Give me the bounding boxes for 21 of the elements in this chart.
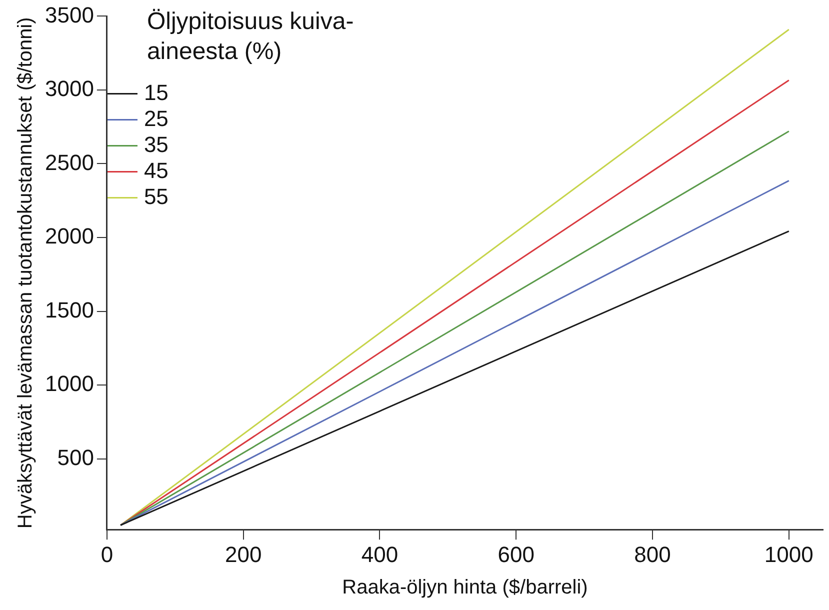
x-tick-label: 200 <box>224 542 262 567</box>
y-tick-label: 2000 <box>44 224 94 249</box>
legend-label: 25 <box>144 106 168 131</box>
x-tick-label: 0 <box>100 542 114 567</box>
x-tick-label: 600 <box>498 542 534 567</box>
legend-title: Öljypitoisuus kuiva-aineesta (%) <box>146 8 354 65</box>
x-tick-label: 1000 <box>764 542 814 567</box>
y-tick-label: 500 <box>57 444 94 470</box>
y-tick-label: 3500 <box>44 2 94 28</box>
legend-label: 45 <box>144 158 168 183</box>
y-tick-label: 1000 <box>44 371 94 396</box>
legend-label: 55 <box>144 184 168 209</box>
legend-label: 15 <box>144 80 168 105</box>
x-axis-title: Raaka-öljyn hinta ($/barreli) <box>342 576 588 599</box>
y-tick-label: 1500 <box>44 297 94 322</box>
y-axis-title: Hyväksyttävät levämassan tuotantokustannukset ($/tonni) <box>14 17 37 529</box>
x-tick-label: 800 <box>634 542 671 567</box>
legend-label: 35 <box>144 132 168 157</box>
x-tick-label: 400 <box>361 542 398 567</box>
y-tick-label: 3000 <box>44 76 94 102</box>
y-tick-label: 2500 <box>44 150 94 175</box>
